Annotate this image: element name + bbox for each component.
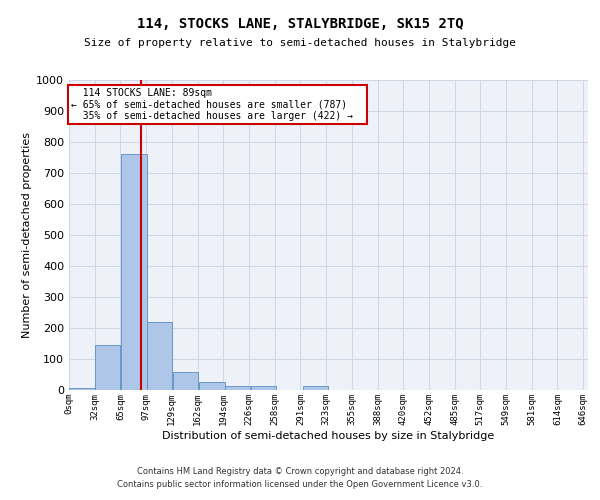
Bar [199,382,224,390]
Bar [225,386,250,390]
Bar [95,345,120,390]
Bar [147,322,172,390]
Y-axis label: Number of semi-detached properties: Number of semi-detached properties [22,132,32,338]
Text: Contains HM Land Registry data © Crown copyright and database right 2024.: Contains HM Land Registry data © Crown c… [137,467,463,476]
Text: Contains public sector information licensed under the Open Government Licence v3: Contains public sector information licen… [118,480,482,489]
X-axis label: Distribution of semi-detached houses by size in Stalybridge: Distribution of semi-detached houses by … [163,430,494,440]
Bar [251,386,276,390]
Text: 114 STOCKS LANE: 89sqm
← 65% of semi-detached houses are smaller (787)
  35% of : 114 STOCKS LANE: 89sqm ← 65% of semi-det… [71,88,364,121]
Bar [121,154,147,390]
Bar [69,388,95,390]
Bar [303,386,328,390]
Text: Size of property relative to semi-detached houses in Stalybridge: Size of property relative to semi-detach… [84,38,516,48]
Text: 114, STOCKS LANE, STALYBRIDGE, SK15 2TQ: 114, STOCKS LANE, STALYBRIDGE, SK15 2TQ [137,18,463,32]
Bar [173,372,198,390]
